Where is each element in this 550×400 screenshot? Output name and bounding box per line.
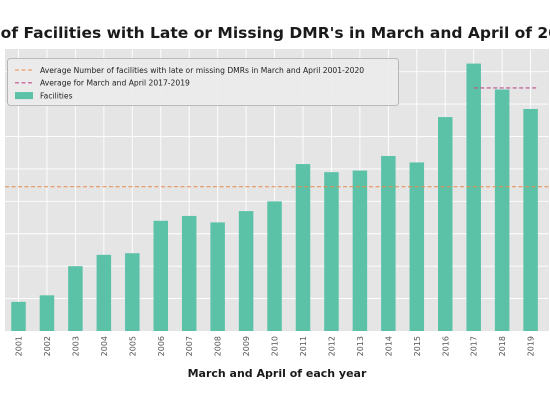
bar-2016: [438, 117, 453, 331]
bar-2001: [11, 301, 26, 331]
x-tick-label: 2014: [384, 336, 393, 356]
bar-2014: [381, 155, 396, 331]
x-tick-label: 2008: [214, 336, 223, 356]
bar-2007: [181, 215, 197, 331]
bar-2004: [96, 254, 112, 331]
x-tick-label: 2003: [71, 336, 80, 356]
x-tick-label: 2012: [327, 336, 336, 356]
legend: Average Number of facilities with late o…: [7, 58, 399, 106]
reference-lines: [5, 87, 549, 188]
x-tick-label: 2005: [128, 336, 137, 356]
legend-label-recent-average: Average for March and April 2017-2019: [40, 79, 190, 88]
x-tick-label: 2013: [356, 336, 365, 356]
bar-2003: [68, 266, 83, 331]
chart-title: Number of Facilities with Late or Missin…: [0, 24, 550, 42]
x-tick-label: 2017: [470, 336, 479, 356]
bar-2018: [494, 89, 510, 331]
x-tick-label: 2019: [527, 336, 536, 356]
legend-label-overall-average: Average Number of facilities with late o…: [40, 66, 364, 75]
x-tick-label: 2018: [498, 336, 507, 356]
legend-box: [7, 58, 399, 106]
bar-2015: [409, 162, 425, 331]
x-tick-label: 2015: [413, 336, 422, 356]
x-tick-label: 2004: [100, 336, 109, 356]
x-tick-label: 2006: [157, 336, 166, 356]
x-tick-label: 2002: [43, 336, 52, 356]
legend-label-facilities: Facilities: [40, 91, 73, 100]
bar-2017: [466, 63, 481, 331]
x-tick-label: 2010: [271, 336, 280, 356]
bar-2012: [324, 172, 339, 331]
x-tick-labels: 2001 2002 2003 2004 2005 2006 2007 2008 2009 2010…: [15, 336, 536, 356]
bar-2013: [352, 170, 368, 331]
bars: [11, 63, 538, 331]
bar-2002: [39, 295, 55, 331]
bar-2008: [210, 222, 225, 331]
x-tick-label: 2007: [185, 336, 194, 356]
x-tick-label: 2011: [299, 336, 308, 356]
bar-2019: [523, 108, 538, 331]
x-tick-label: 2016: [441, 336, 450, 356]
bar-2010: [267, 201, 282, 331]
x-tick-label: 2009: [242, 336, 251, 356]
bar-2006: [153, 220, 168, 331]
x-axis-label: March and April of each year: [188, 367, 367, 380]
x-tick-label: 2001: [15, 336, 24, 356]
bar-2005: [125, 253, 140, 331]
bar-2009: [238, 211, 254, 331]
legend-swatch-facilities: [15, 92, 33, 100]
bar-2011: [295, 164, 311, 331]
